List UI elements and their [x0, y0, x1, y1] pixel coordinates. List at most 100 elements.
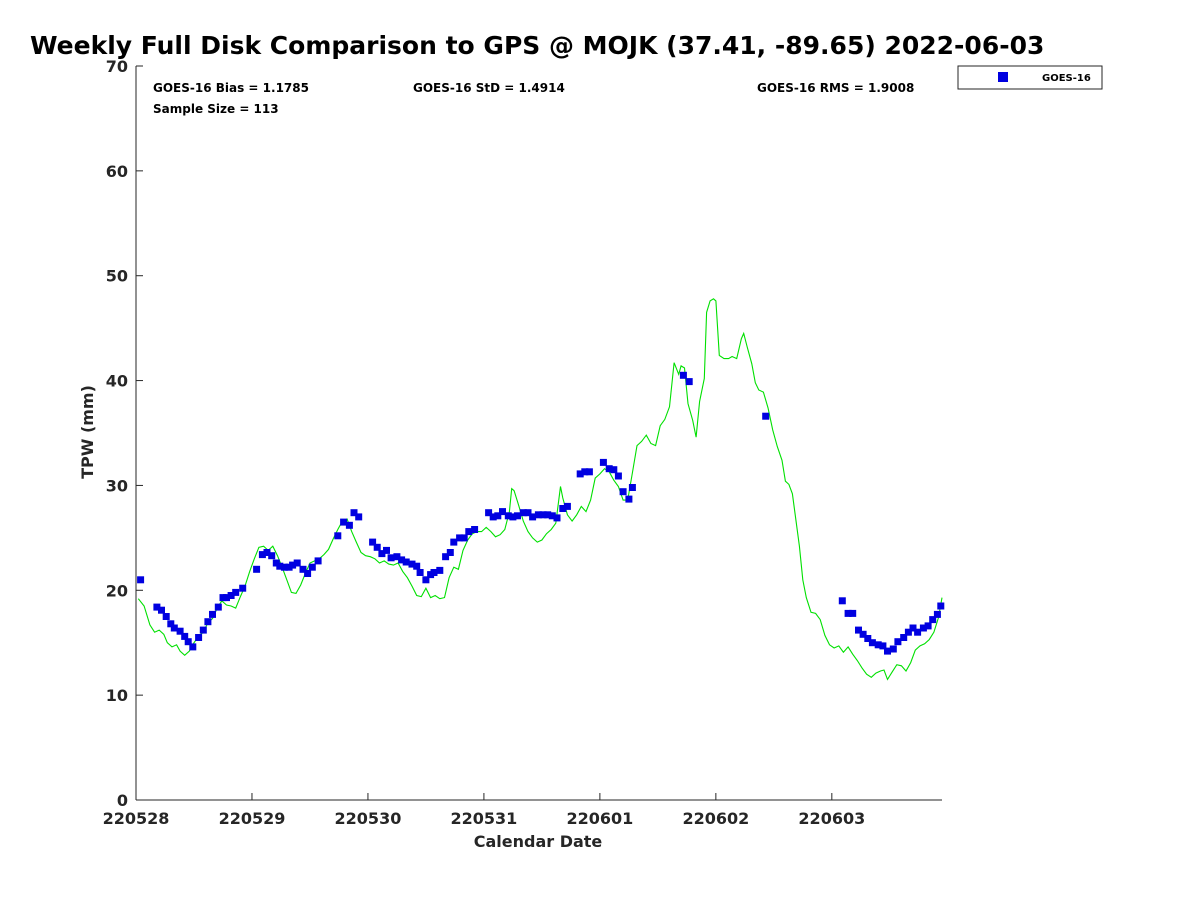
- x-tick-label: 220528: [103, 809, 170, 828]
- goes16-point: [559, 505, 567, 512]
- goes16-point: [387, 554, 395, 562]
- goes16-point: [268, 552, 276, 560]
- x-tick-label: 220530: [335, 809, 402, 828]
- goes16-point: [933, 610, 941, 618]
- goes16-point: [679, 371, 687, 379]
- goes16-point: [585, 468, 593, 476]
- x-axis-label: Calendar Date: [474, 832, 603, 851]
- goes16-point: [214, 603, 222, 611]
- std-stat: GOES-16 StD = 1.4914: [413, 81, 565, 95]
- goes16-point: [838, 597, 846, 605]
- goes16-point: [383, 546, 390, 554]
- goes16-point: [605, 465, 613, 473]
- goes16-point: [625, 495, 633, 503]
- goes16-point: [239, 584, 247, 592]
- goes16-point: [176, 627, 184, 635]
- goes16-point: [485, 509, 493, 517]
- goes16-point: [170, 624, 178, 632]
- y-tick-label: 30: [106, 476, 128, 495]
- goes16-point: [340, 518, 348, 526]
- goes16-point: [227, 592, 235, 599]
- goes16-point: [280, 563, 288, 571]
- goes16-point: [499, 508, 506, 516]
- goes16-point: [393, 553, 401, 561]
- goes16-point: [563, 502, 571, 510]
- goes16-point: [849, 609, 857, 617]
- y-tick-label: 50: [106, 267, 128, 286]
- goes16-point: [369, 538, 377, 546]
- goes16-point: [442, 553, 450, 561]
- goes16-point: [894, 638, 902, 646]
- goes16-point: [181, 632, 189, 640]
- goes16-point: [864, 635, 872, 642]
- goes16-point: [334, 532, 342, 540]
- goes16-point: [293, 559, 301, 567]
- goes16-point: [416, 569, 424, 576]
- x-tick-label: 220603: [798, 809, 865, 828]
- goes16-point: [544, 511, 552, 519]
- goes16-point: [408, 560, 416, 568]
- goes16-point: [519, 509, 527, 517]
- goes16-point: [924, 622, 932, 630]
- goes16-point: [314, 557, 322, 565]
- goes16-point: [422, 576, 430, 584]
- goes16-point: [509, 513, 517, 521]
- x-tick-label: 220529: [219, 809, 286, 828]
- goes16-point: [195, 634, 203, 641]
- goes16-point: [153, 603, 161, 611]
- goes16-point: [919, 624, 927, 632]
- goes16-point: [204, 618, 212, 626]
- sample-size-stat: Sample Size = 113: [153, 102, 279, 116]
- x-tick-label: 220531: [451, 809, 518, 828]
- goes16-point: [355, 513, 363, 521]
- goes16-point: [553, 514, 561, 522]
- goes16-point: [904, 628, 912, 636]
- goes16-point: [929, 616, 937, 624]
- y-tick-label: 70: [106, 57, 128, 76]
- goes16-point: [167, 620, 175, 628]
- goes16-point: [189, 643, 197, 651]
- goes16-point: [868, 639, 876, 647]
- chart-title: Weekly Full Disk Comparison to GPS @ MOJ…: [30, 31, 1044, 60]
- goes16-point: [184, 638, 192, 646]
- goes16-point: [402, 558, 410, 566]
- x-ticks: 220528 220529 220530 220531 220601 220602 2206…: [103, 793, 865, 828]
- goes16-point: [619, 488, 627, 496]
- goes16-point: [430, 569, 438, 576]
- goes16-point: [937, 602, 945, 610]
- goes16-point: [514, 512, 521, 520]
- goes16-point: [628, 484, 636, 491]
- goes16-point: [614, 472, 622, 480]
- series-layer: [137, 298, 945, 681]
- goes16-point: [137, 576, 145, 584]
- goes16-point: [685, 378, 693, 386]
- goes16-point: [489, 513, 497, 521]
- goes16-point: [413, 562, 421, 570]
- goes16-point: [299, 565, 307, 573]
- goes16-point: [460, 534, 468, 542]
- goes16-point: [378, 550, 386, 558]
- x-tick-label: 220602: [682, 809, 749, 828]
- goes16-point: [456, 534, 464, 542]
- goes16-point: [345, 521, 353, 529]
- goes16-point: [373, 543, 381, 551]
- goes16-point: [576, 470, 584, 478]
- y-tick-label: 40: [106, 372, 128, 391]
- goes16-point: [762, 412, 770, 420]
- y-tick-label: 60: [106, 162, 128, 181]
- y-tick-label: 0: [117, 791, 128, 810]
- y-tick-label: 10: [106, 686, 128, 705]
- goes16-point: [599, 458, 607, 466]
- goes16-point: [884, 647, 891, 655]
- goes16-point: [308, 563, 316, 571]
- legend-box: [957, 65, 1103, 90]
- goes16-point: [889, 645, 897, 653]
- goes16-point: [548, 512, 556, 520]
- goes16-point: [232, 588, 240, 596]
- gps-tpw-line: [137, 298, 943, 681]
- y-axis-label: TPW (mm): [78, 385, 97, 479]
- goes16-point: [162, 613, 170, 620]
- goes16-point: [859, 630, 867, 638]
- goes16-point: [610, 466, 618, 474]
- goes16-point: [253, 565, 261, 573]
